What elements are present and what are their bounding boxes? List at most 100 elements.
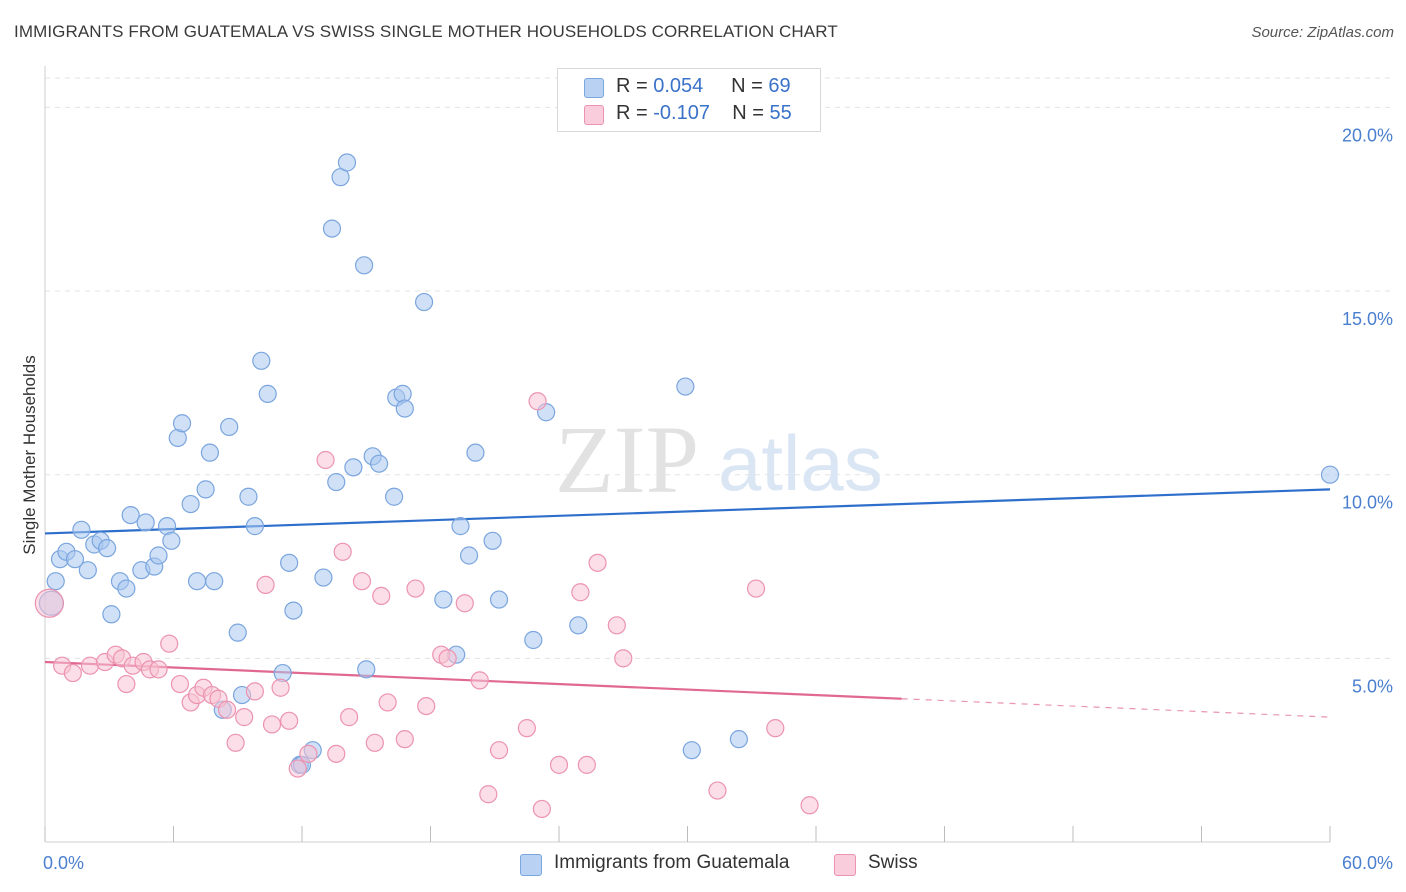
- swiss-point: [372, 586, 391, 606]
- correlation-legend: R = 0.054 N = 69 R = -0.107 N = 55: [557, 68, 821, 132]
- guatemala-point: [344, 458, 363, 477]
- guatemala-point: [459, 546, 479, 565]
- guatemala-point: [205, 572, 224, 591]
- swiss-point: [438, 649, 457, 668]
- tick-labels: 5.0% 10.0% 15.0% 20.0% 0.0% 60.0%: [43, 125, 1393, 873]
- guatemala-point: [284, 601, 303, 620]
- legend-text-guatemala: R = 0.054 N = 69: [616, 75, 791, 98]
- guatemala-point: [682, 741, 701, 760]
- swiss-point: [160, 634, 179, 653]
- swiss-point: [262, 715, 282, 734]
- swiss-point: [245, 682, 264, 701]
- guatemala-point: [1320, 465, 1340, 484]
- swiss-point: [170, 674, 190, 694]
- series-swatch-swiss: [834, 854, 856, 876]
- swiss-point: [333, 542, 352, 561]
- series-name-guatemala: Immigrants from Guatemala: [554, 852, 790, 873]
- y-tick-label: 15.0%: [1342, 309, 1393, 329]
- guatemala-point: [355, 256, 374, 275]
- swiss-point: [226, 733, 245, 752]
- guatemala-point: [252, 351, 271, 370]
- guatemala-point: [395, 399, 414, 418]
- chart-title: IMMIGRANTS FROM GUATEMALA VS SWISS SINGL…: [14, 22, 838, 41]
- guatemala-point: [314, 568, 333, 587]
- swiss-point: [327, 744, 346, 763]
- swiss-point: [479, 785, 498, 804]
- guatemala-point: [65, 550, 85, 569]
- guatemala-point: [121, 505, 140, 525]
- guatemala-point: [196, 480, 215, 499]
- guatemala-point: [466, 443, 485, 462]
- guatemala-point: [220, 417, 239, 437]
- guatemala-point: [46, 572, 65, 591]
- watermark-zip: ZIP: [555, 406, 699, 513]
- guatemala-point: [451, 517, 470, 536]
- guatemala-point: [569, 616, 588, 635]
- swiss-point: [256, 575, 275, 594]
- legend-n-label: N =: [731, 75, 769, 97]
- data-points: [34, 153, 1340, 819]
- guatemala-point: [172, 414, 192, 433]
- series-name-swiss: Swiss: [868, 852, 918, 873]
- swiss-point: [316, 450, 335, 470]
- trend-lines: [44, 488, 1331, 718]
- swiss-point: [63, 663, 82, 683]
- guatemala-point: [483, 531, 502, 550]
- swiss-point: [614, 649, 633, 668]
- grid-lines: [45, 77, 1395, 659]
- guatemala-point: [322, 219, 342, 238]
- axes: [44, 66, 1331, 843]
- legend-r-label: R =: [616, 102, 654, 124]
- legend-swatch-guatemala: [584, 78, 604, 98]
- guatemala-point: [676, 377, 695, 396]
- legend-swatch-swiss: [584, 105, 604, 125]
- swiss-point: [365, 733, 384, 752]
- guatemala-point: [414, 292, 434, 312]
- swiss-point: [746, 579, 766, 598]
- swiss-trend-extension: [901, 698, 1331, 718]
- guatemala-point: [434, 590, 453, 609]
- guatemala-point: [200, 443, 220, 462]
- source-credit: Source: ZipAtlas.com: [1251, 24, 1394, 41]
- guatemala-point: [136, 513, 155, 532]
- legend-n-value: 55: [769, 102, 792, 124]
- guatemala-point: [245, 517, 264, 536]
- guatemala-point: [258, 384, 277, 403]
- legend-r-value: 0.054: [653, 75, 704, 97]
- swiss-point: [117, 674, 136, 694]
- swiss-point: [455, 594, 474, 613]
- x-tick-label: 60.0%: [1342, 853, 1393, 873]
- swiss-point: [528, 392, 547, 411]
- guatemala-point: [384, 487, 404, 506]
- guatemala-point: [524, 630, 543, 650]
- guatemala-point: [149, 546, 168, 565]
- swiss-point: [517, 719, 536, 738]
- swiss-point: [395, 730, 414, 749]
- swiss-point: [607, 616, 626, 635]
- swiss-point: [549, 755, 569, 774]
- swiss-point: [489, 741, 509, 760]
- guatemala-point: [78, 561, 97, 580]
- y-tick-label: 10.0%: [1342, 493, 1393, 513]
- y-tick-label: 20.0%: [1342, 125, 1393, 145]
- swiss-point: [571, 583, 590, 602]
- guatemala-point: [102, 605, 121, 624]
- guatemala-point: [370, 454, 389, 473]
- guatemala-point: [181, 494, 200, 514]
- guatemala-point: [280, 553, 299, 572]
- guatemala-point: [357, 660, 376, 679]
- legend-n-value: 69: [768, 75, 791, 97]
- watermark-atlas: atlas: [718, 419, 883, 507]
- swiss-point: [288, 759, 307, 778]
- swiss-point: [34, 588, 64, 618]
- swiss-point: [766, 719, 785, 738]
- swiss-point: [340, 708, 359, 727]
- x-tick-label: 0.0%: [43, 853, 84, 873]
- swiss-point: [378, 693, 397, 712]
- legend-text-swiss: R = -0.107 N = 55: [616, 102, 792, 125]
- swiss-point: [80, 656, 100, 675]
- swiss-point: [280, 711, 299, 730]
- legend-n-label: N =: [732, 102, 770, 124]
- guatemala-point: [489, 590, 509, 609]
